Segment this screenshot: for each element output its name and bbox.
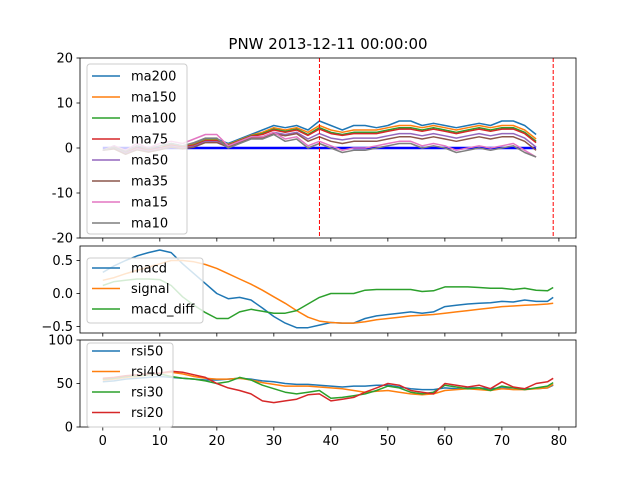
legend-label-rsi40: rsi40 bbox=[131, 365, 163, 380]
y-tick-label: -20 bbox=[52, 232, 73, 247]
x-tick-label: 60 bbox=[437, 434, 454, 449]
plot-area bbox=[102, 370, 554, 404]
legend: macd signal macd_diff bbox=[86, 257, 204, 324]
legend-label-rsi50: rsi50 bbox=[131, 345, 163, 360]
series-line-rsi40 bbox=[102, 371, 554, 396]
legend-label-ma75: ma75 bbox=[131, 133, 168, 148]
y-tick-label: 10 bbox=[56, 97, 73, 112]
macd-panel: −0.5 0.0 0.5 macd signal macd_diff bbox=[41, 245, 577, 337]
legend-box bbox=[86, 63, 188, 235]
y-tick-label: -10 bbox=[52, 187, 73, 202]
x-tick-label: 40 bbox=[323, 434, 340, 449]
axes-frame bbox=[79, 245, 577, 334]
y-tick-label: 20 bbox=[56, 52, 73, 67]
x-tick-label: 80 bbox=[551, 434, 568, 449]
legend-label-signal: signal bbox=[131, 282, 169, 297]
legend-label-rsi20: rsi20 bbox=[131, 406, 163, 421]
legend-label-ma200: ma200 bbox=[131, 70, 176, 85]
legend-label-ma35: ma35 bbox=[131, 175, 168, 190]
legend-label-ma15: ma15 bbox=[131, 196, 168, 211]
series-line-rsi30 bbox=[102, 373, 554, 400]
legend-label-ma100: ma100 bbox=[131, 112, 176, 127]
x-tick-label: 0 bbox=[99, 434, 107, 449]
y-tick-label: 0.0 bbox=[52, 287, 73, 302]
legend-label-rsi30: rsi30 bbox=[131, 386, 163, 401]
legend-label-ma10: ma10 bbox=[131, 217, 168, 232]
legend-label-macd_diff: macd_diff bbox=[131, 303, 195, 318]
legend-label-ma50: ma50 bbox=[131, 154, 168, 169]
x-tick-label: 50 bbox=[380, 434, 397, 449]
x-tick-label: 20 bbox=[209, 434, 226, 449]
legend-label-ma150: ma150 bbox=[131, 91, 176, 106]
legend-label-macd: macd bbox=[131, 262, 167, 277]
legend-box bbox=[86, 257, 204, 324]
y-tick-label: 50 bbox=[56, 377, 73, 392]
y-tick-label: −0.5 bbox=[41, 320, 73, 335]
y-tick-label: 0.5 bbox=[52, 254, 73, 269]
series-line-rsi20 bbox=[102, 370, 554, 404]
chart-title: PNW 2013-12-11 00:00:00 bbox=[228, 35, 427, 53]
y-tick-label: 100 bbox=[48, 334, 73, 349]
x-tick-label: 70 bbox=[494, 434, 511, 449]
moving-average-panel: -20-1001020ma200ma150ma100ma75ma50ma35ma… bbox=[52, 52, 577, 247]
legend-box bbox=[86, 342, 174, 428]
x-tick-label: 30 bbox=[266, 434, 283, 449]
legend: ma200 ma150 ma100 ma75 ma50 ma35 ma15 ma10 bbox=[86, 63, 188, 235]
y-tick-label: 0 bbox=[65, 142, 73, 157]
y-tick-label: 0 bbox=[65, 421, 73, 436]
x-tick-label: 10 bbox=[152, 434, 169, 449]
legend: rsi50 rsi40 rsi30 rsi20 bbox=[86, 342, 174, 428]
